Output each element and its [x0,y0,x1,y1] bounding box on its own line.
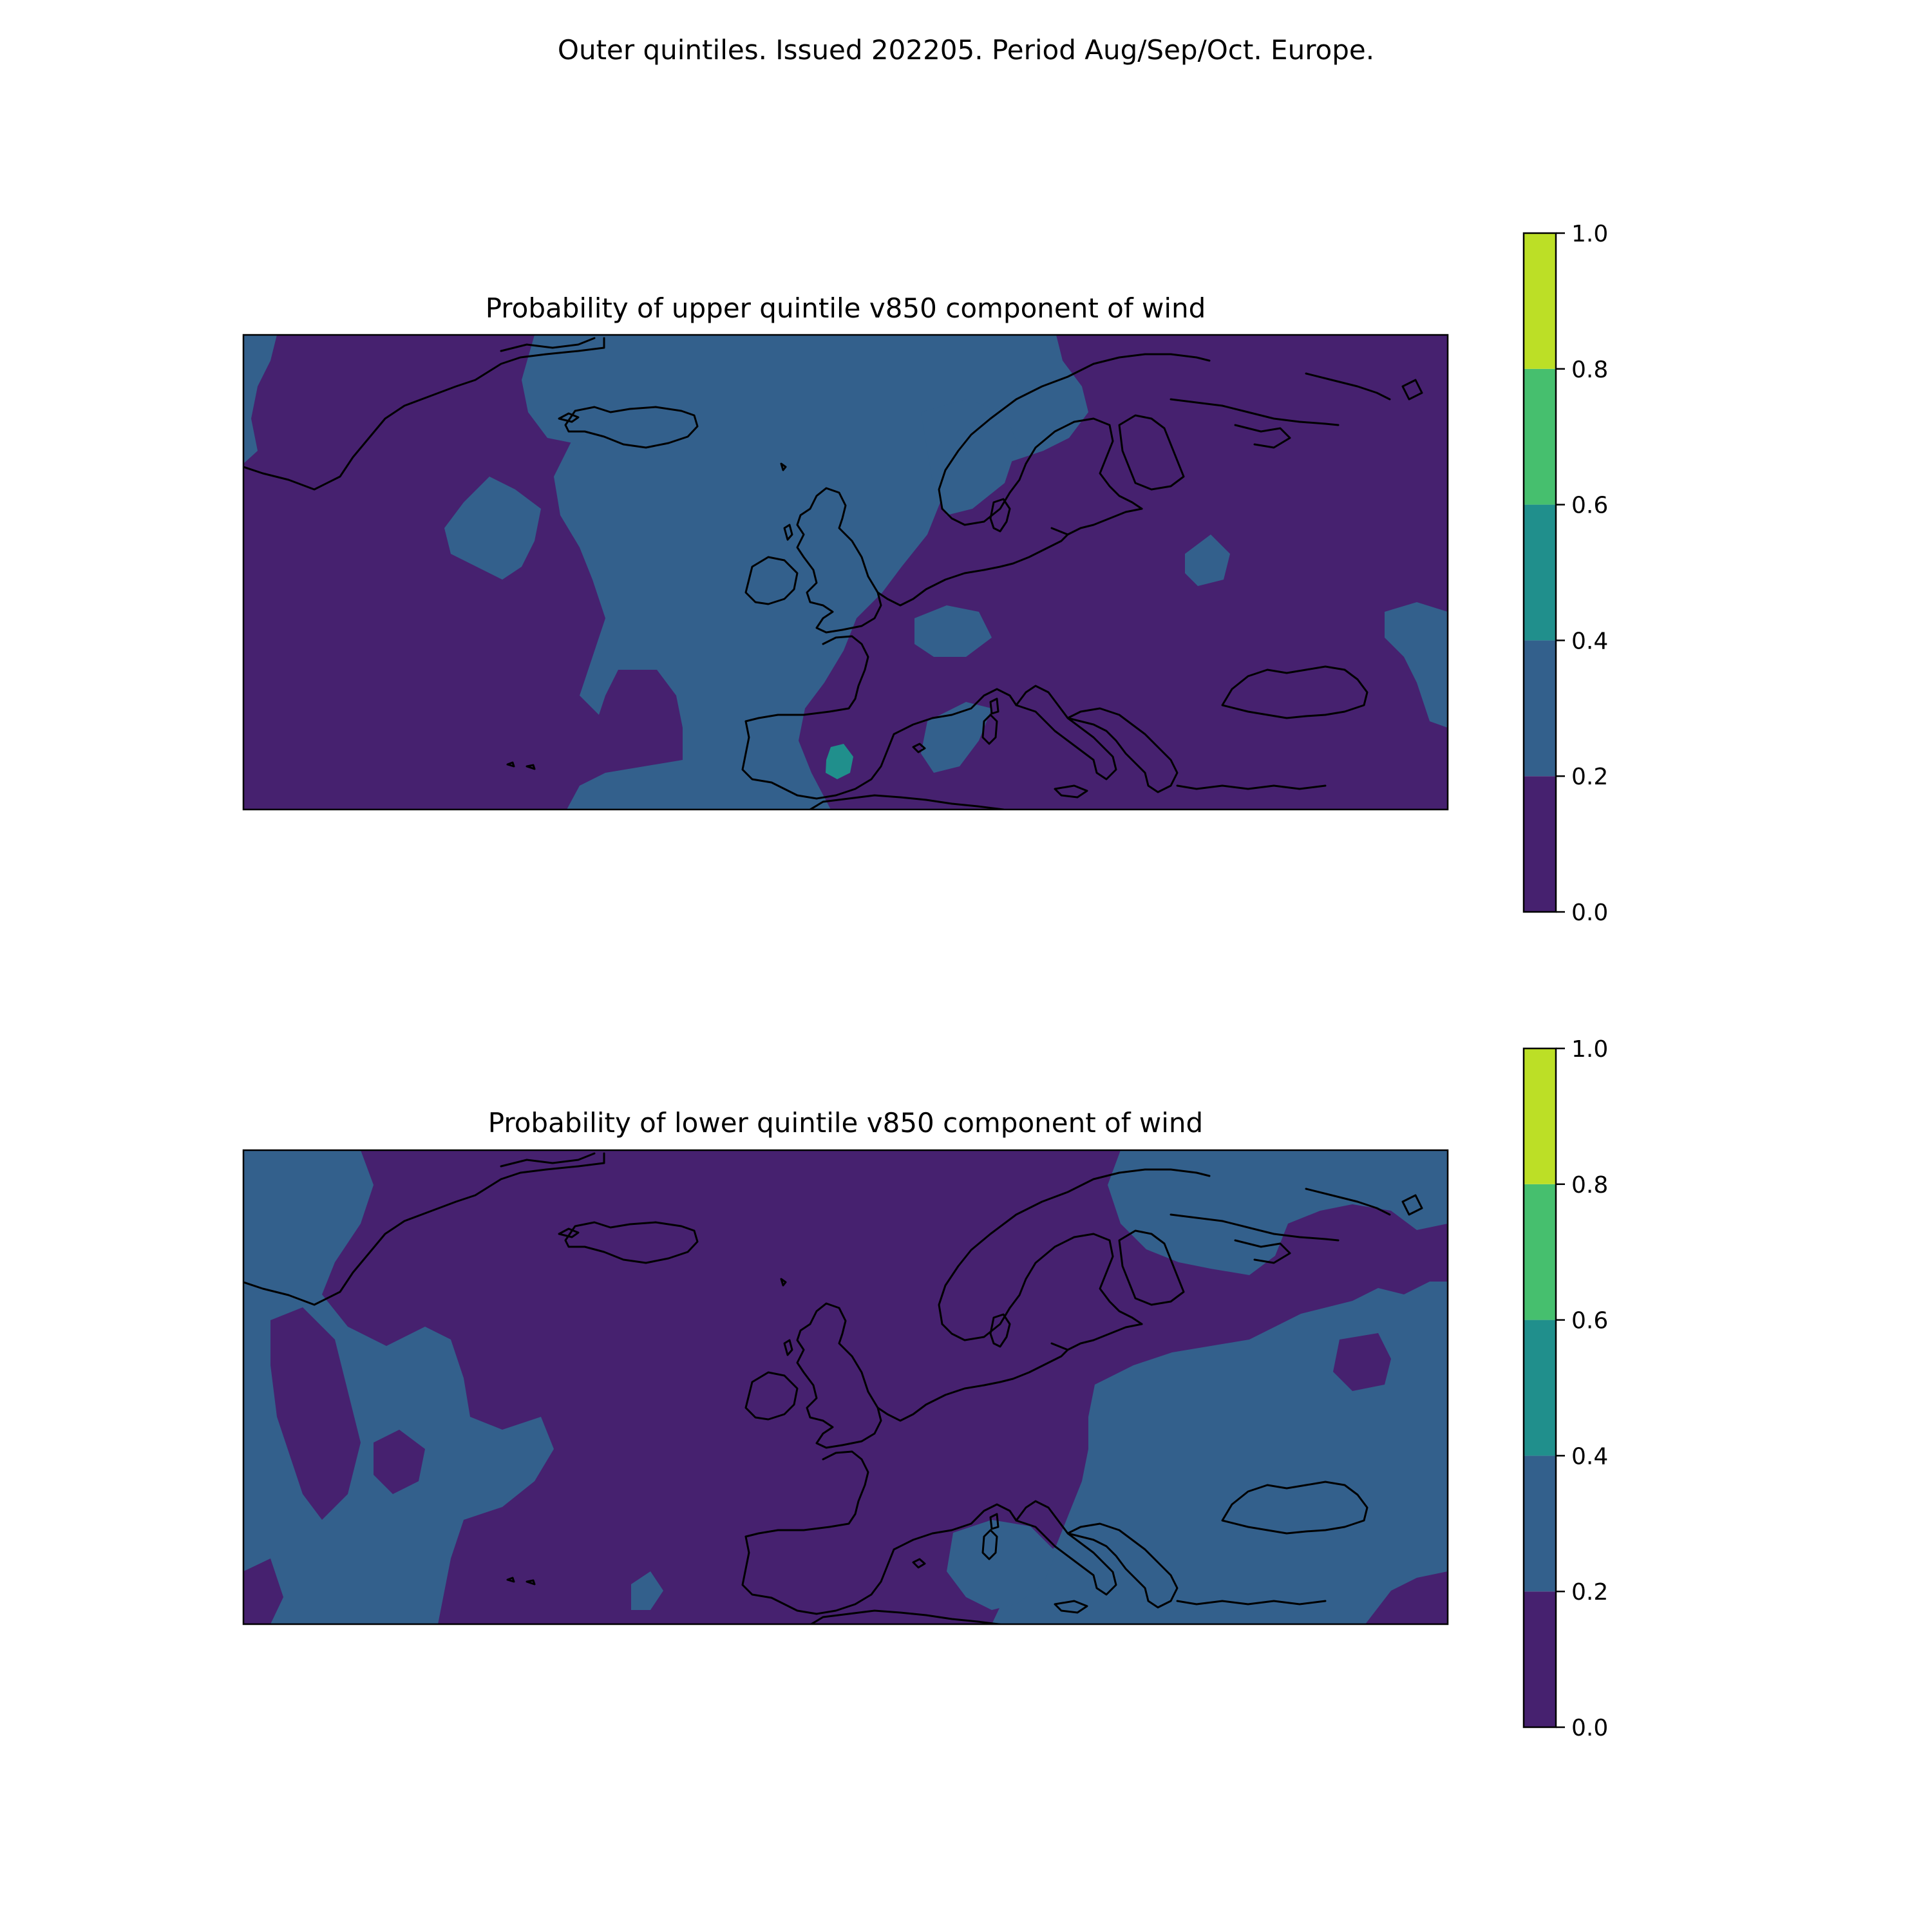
colorbar-segment [1524,776,1556,912]
bin-0.2-0.4 [921,399,1018,515]
bin-0.2-0.4 [1108,1150,1448,1275]
colorbar-segment [1524,1320,1556,1456]
colorbar-tick-label: 0.4 [1571,1443,1608,1470]
map-panel-lower: Probability of lower quintile v850 compo… [242,1107,1449,1625]
colorbar-segment [1524,1591,1556,1727]
bin-0.2-0.4 [914,605,992,657]
bin-0.2-0.4 [522,335,644,444]
colorbar-frame [1522,1047,1557,1728]
bin-0-0.2 [270,1307,361,1520]
colorbar-tick-label: 0.2 [1571,764,1608,790]
bin-0-0.2 [374,1430,425,1494]
colorbar-tick-label: 0.2 [1571,1579,1608,1605]
bin-0.2-0.4 [1385,602,1448,728]
map-frame-lower [242,1149,1449,1625]
colorbar-segment [1524,368,1556,505]
colorbar-segment [1524,1048,1556,1184]
bin-0.2-0.4 [921,702,992,773]
colorbar-tick-label: 0.0 [1571,900,1608,926]
colorbar-lower: 0.0 0.2 0.4 0.6 0.8 1.0 [1522,1036,1608,1741]
colorbar-segment [1524,1455,1556,1592]
bin-0.2-0.4 [243,335,277,464]
colorbar-segment [1524,1184,1556,1320]
colorbar-tick-label: 0.6 [1571,1308,1608,1334]
map-panel-upper: Probability of upper quintile v850 compo… [242,292,1449,811]
colorbar-upper: 0.0 0.2 0.4 0.6 0.8 1.0 [1522,221,1608,926]
bin-0.2-0.4 [992,1282,1448,1624]
bin-0.2-0.4 [1185,535,1230,586]
colorbar-tick-label: 0.0 [1571,1715,1608,1741]
colorbar-tick-label: 1.0 [1571,221,1608,247]
colorbar-segment [1524,640,1556,777]
bin-0-0.2 [243,1558,283,1624]
colorbar-frame [1522,232,1557,913]
bin-0.2-0.4 [947,1520,1056,1610]
colorbar-tick-label: 1.0 [1571,1036,1608,1063]
bin-0.2-0.4 [631,1571,663,1610]
panel-title-upper: Probability of upper quintile v850 compo… [486,292,1206,324]
bin-0-0.2 [1333,1333,1391,1391]
colorbar-tick-label: 0.6 [1571,493,1608,519]
colorbar-segment [1524,233,1556,369]
bin-0.2-0.4 [444,477,541,580]
panel-title-lower: Probability of lower quintile v850 compo… [488,1107,1203,1139]
colorbar-tick-label: 0.8 [1571,357,1608,383]
colorbar-tick-label: 0.4 [1571,628,1608,654]
colorbar-tick-label: 0.8 [1571,1172,1608,1198]
colorbar-segment [1524,504,1556,641]
bin-0.4-0.6 [826,744,853,779]
figure-suptitle: Outer quintiles. Issued 202205. Period A… [558,34,1374,66]
map-frame-upper [242,334,1449,811]
